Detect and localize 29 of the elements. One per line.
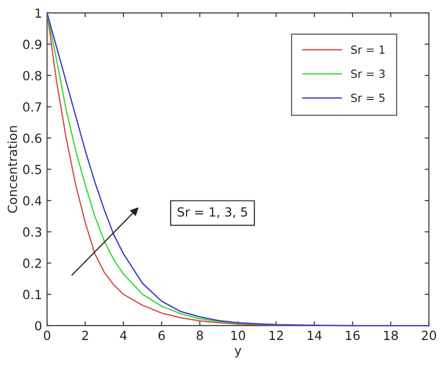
x-tick-label: 10: [231, 330, 246, 340]
x-tick-label: 18: [384, 330, 398, 340]
x-axis-title: y: [234, 348, 242, 358]
x-tick-label: 2: [82, 330, 88, 340]
legend-label: Sr = 5: [351, 94, 385, 102]
y-tick-label: 0.7: [23, 102, 42, 112]
y-axis-title: Concentration: [7, 126, 18, 213]
x-tick-label: 0: [44, 330, 50, 340]
x-tick-label: 8: [196, 330, 203, 340]
x-tick-label: 12: [270, 330, 283, 340]
y-tick-label: 0.2: [23, 258, 41, 268]
y-tick-label: 0.1: [23, 290, 42, 300]
x-tick-label: 14: [308, 330, 322, 340]
annotation: Sr = 1, 3, 5: [178, 207, 248, 218]
x-tick-label: 6: [158, 330, 165, 340]
line-series: [46, 12, 430, 326]
x-tick-label: 20: [422, 330, 436, 340]
x-tick-label: 16: [346, 330, 360, 340]
y-tick-label: 0.8: [23, 70, 42, 80]
x-tick-label: 4: [120, 330, 127, 340]
y-tick-label: 0.6: [23, 133, 42, 143]
legend-label: Sr = 3: [351, 70, 385, 78]
y-tick-label: 0.4: [23, 196, 42, 206]
y-tick-label: 1: [36, 8, 42, 18]
y-tick-label: 0.3: [23, 227, 42, 237]
y-tick-label: 0: [35, 321, 42, 331]
y-tick-label: 0.9: [23, 40, 42, 50]
legend-label: Sr = 1: [351, 45, 384, 54]
y-tick-label: 0.5: [23, 164, 42, 174]
